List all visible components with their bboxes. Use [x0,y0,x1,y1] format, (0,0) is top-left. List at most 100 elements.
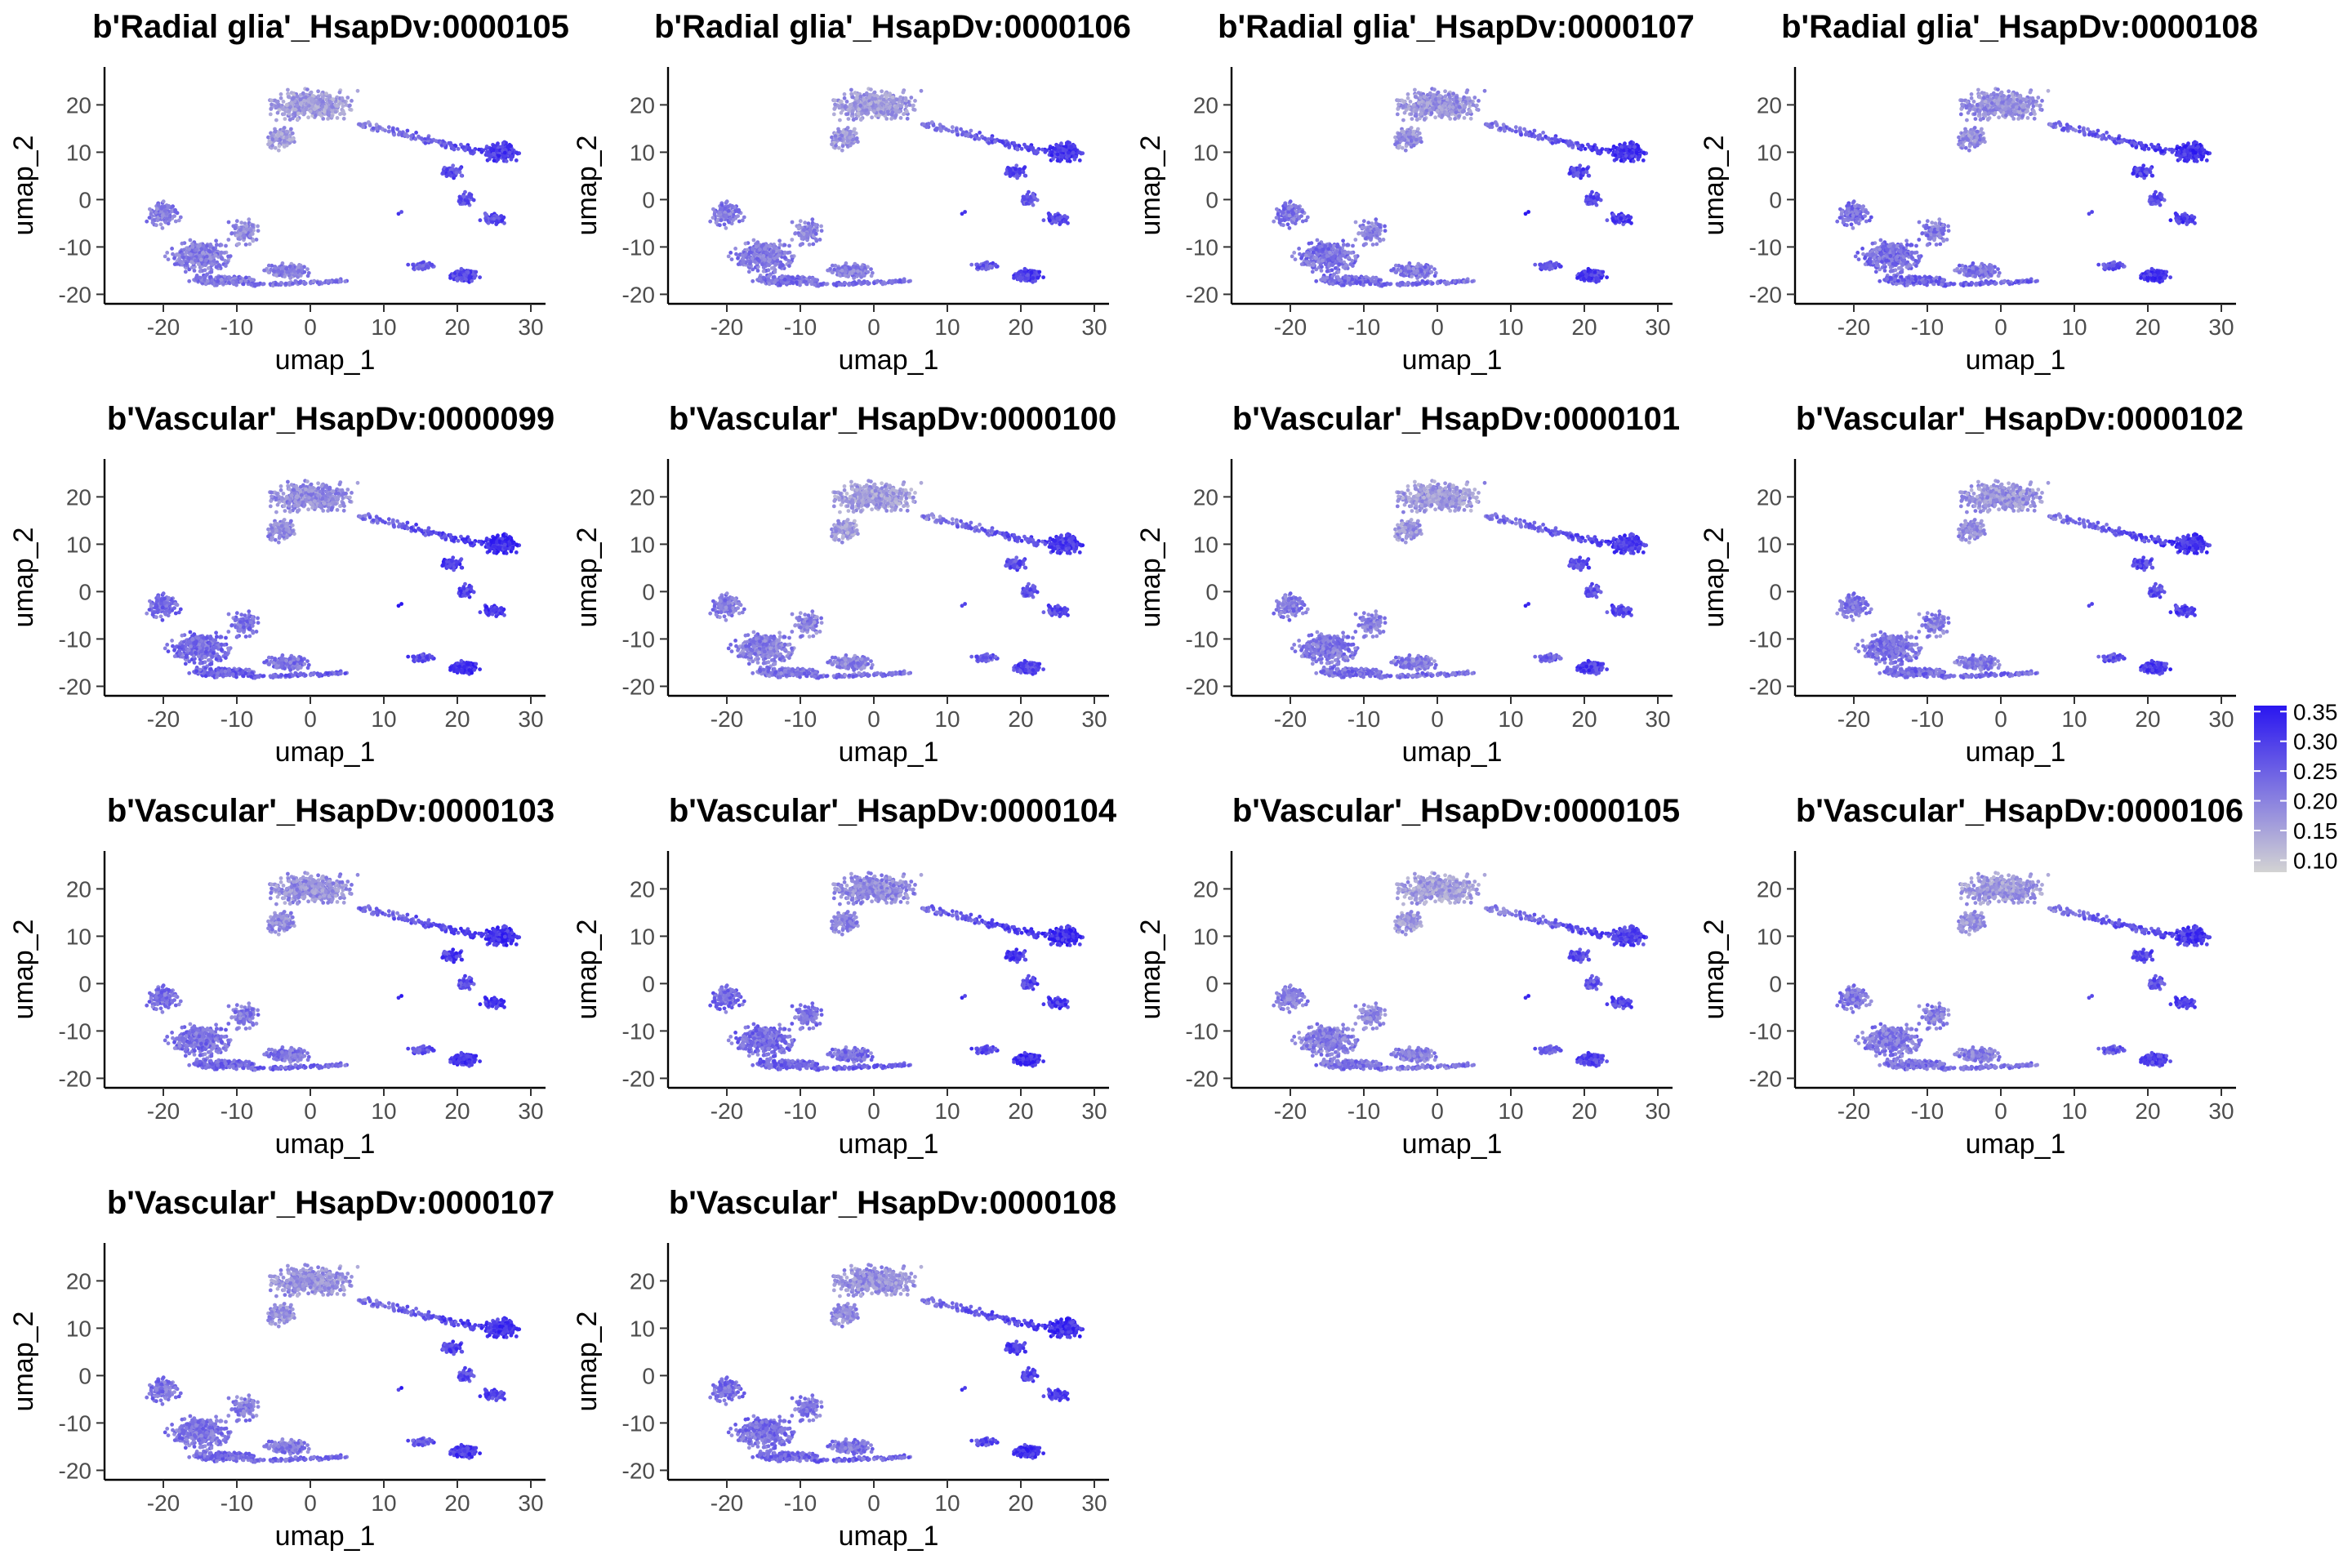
data-point [206,266,211,270]
data-point [1024,201,1029,206]
data-point [796,225,801,230]
data-point [514,158,519,163]
data-point [284,266,288,271]
data-point [371,126,376,131]
data-point [198,275,203,280]
data-point [460,276,465,281]
data-point [170,247,175,251]
data-point [204,244,209,248]
data-point [898,104,903,109]
data-point [890,110,895,115]
data-point [344,103,349,107]
data-point [870,115,874,120]
data-point [213,253,218,257]
data-point [330,105,335,109]
data-point [292,269,296,274]
x-tick-label: 20 [1008,314,1033,340]
data-point [335,104,340,109]
data-point [831,112,836,117]
data-point [279,265,284,270]
data-point [510,154,514,159]
data-point [1462,116,1467,120]
data-point [163,254,167,259]
data-point [469,195,474,199]
data-point [343,279,348,283]
data-point [430,140,434,144]
x-tick-label: -10 [784,314,817,340]
data-point [1048,218,1052,223]
data-point [484,218,488,223]
data-point [492,216,497,221]
data-point [977,136,982,141]
data-point [726,208,731,213]
data-point [862,97,866,102]
data-point [459,173,464,178]
data-point [279,131,284,136]
data-point [155,218,160,223]
data-point [864,91,869,96]
data-point [901,279,906,284]
data-point [164,216,169,221]
data-point [416,266,421,271]
data-point [327,95,332,100]
data-point [176,218,181,223]
data-point [305,267,310,271]
data-point [279,281,284,286]
data-point [266,263,271,268]
data-point [873,96,878,101]
data-point [291,136,295,141]
data-point [256,229,261,233]
data-point [773,270,777,274]
data-point [287,137,292,142]
data-point [1055,158,1060,163]
data-point [165,251,170,255]
data-point [458,166,463,171]
data-point [1067,159,1072,163]
data-point [160,225,165,230]
data-point [1018,277,1022,281]
data-point [1014,163,1019,168]
data-point [760,244,764,248]
data-point [768,257,772,262]
data-point [843,265,848,270]
data-point [209,270,214,274]
scatter-points [1272,87,1649,288]
data-point [216,275,220,280]
data-point [969,134,973,139]
data-point [396,132,401,137]
data-point [761,275,766,280]
data-point [302,111,307,115]
data-point [274,118,278,122]
data-point [710,216,715,220]
data-point [859,117,863,122]
data-point [187,278,192,283]
data-point [1062,214,1067,218]
data-point [1032,195,1037,199]
data-point [812,228,817,233]
data-point [287,264,292,269]
data-point [284,102,289,107]
data-point [1059,141,1063,146]
data-point [773,262,778,266]
data-point [1029,270,1034,274]
data-point [846,117,851,122]
data-point [754,244,759,249]
data-point [963,210,967,214]
data-point [387,129,391,134]
data-point [325,279,330,284]
data-point [462,273,466,277]
panel-title: b'Radial glia'_HsapDv:0000106 [654,9,1131,45]
data-point [879,101,884,106]
data-point [173,209,178,214]
data-point [441,171,445,176]
data-point [748,261,752,265]
data-point [159,206,164,211]
data-point [875,107,880,112]
data-point [186,256,191,261]
data-point [337,90,342,95]
data-point [320,105,325,109]
data-point [869,267,873,271]
data-point [845,139,850,143]
data-point [172,256,176,261]
data-point [234,219,239,224]
